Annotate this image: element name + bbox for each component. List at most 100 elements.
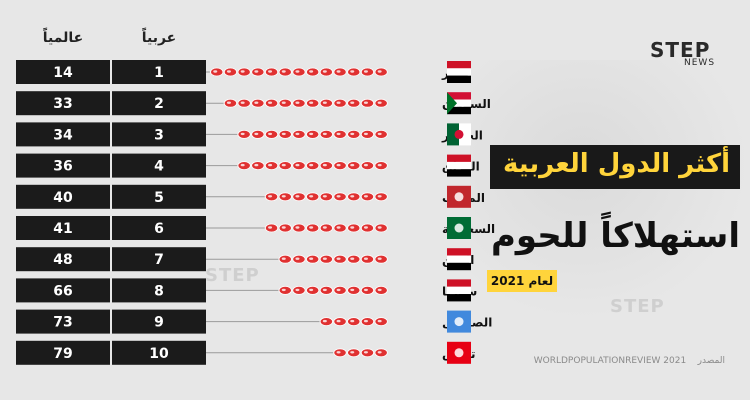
meat-fat-icon: [295, 70, 300, 73]
global-rank-box: [16, 184, 110, 209]
syria-flag-icon: [447, 279, 471, 302]
meat-fat-icon: [322, 132, 327, 136]
meat-fat-icon: [322, 319, 327, 323]
meat-fat-icon: [240, 132, 245, 136]
meat-fat-icon: [363, 132, 368, 136]
meat-fat-icon: [363, 101, 368, 104]
meat-fat-icon: [350, 226, 355, 229]
meat-fat-icon: [322, 101, 327, 104]
meat-fat-icon: [213, 70, 218, 73]
meat-fat-icon: [336, 288, 341, 292]
meat-fat-icon: [295, 257, 300, 260]
meat-fat-icon: [336, 163, 341, 167]
global-rank-box: [16, 278, 110, 303]
meat-fat-icon: [377, 351, 382, 354]
meat-fat-icon: [309, 132, 314, 136]
meat-fat-icon: [336, 70, 341, 73]
table-row: 141مصر: [16, 60, 471, 84]
global-rank-box: [16, 216, 110, 240]
arab-rank: 1: [154, 65, 164, 81]
meat-fat-icon: [377, 70, 382, 73]
chart-subtitle: استهلاكاً للحوم: [491, 216, 740, 256]
arab-rank-box: [112, 153, 206, 178]
meat-fat-icon: [309, 257, 314, 260]
global-rank: 36: [53, 159, 72, 175]
meat-fat-icon: [281, 257, 286, 260]
arab-rank: 8: [154, 283, 164, 299]
meat-fat-icon: [363, 257, 368, 260]
arab-rank-box: [112, 247, 206, 272]
arab-rank-box: [112, 60, 206, 84]
arab-rank: 6: [154, 221, 164, 237]
arab-rank: 10: [149, 346, 169, 362]
tunisia-flag-icon: [447, 341, 471, 364]
table-row: 668سوريا: [16, 278, 477, 303]
global-rank-box: [16, 247, 110, 272]
meat-fat-icon: [336, 319, 341, 323]
meat-fat-icon: [309, 195, 314, 198]
saudi-flag-icon: [447, 217, 471, 239]
arab-rank: 9: [154, 315, 164, 331]
header-global: عالمياً: [42, 30, 84, 46]
meat-fat-icon: [240, 70, 245, 73]
meat-fat-icon: [377, 319, 382, 323]
global-rank-box: [16, 122, 110, 147]
meat-fat-icon: [295, 101, 300, 104]
global-rank-box: [16, 340, 110, 365]
meat-fat-icon: [322, 288, 327, 292]
meat-fat-icon: [377, 288, 382, 292]
global-rank: 14: [53, 65, 73, 81]
meat-fat-icon: [254, 70, 259, 73]
meat-fat-icon: [350, 101, 355, 104]
meat-fat-icon: [281, 101, 286, 104]
global-rank: 48: [53, 252, 72, 268]
meat-fat-icon: [268, 195, 273, 198]
arab-rank-box: [112, 278, 206, 303]
meat-fat-icon: [350, 163, 355, 167]
arab-rank: 3: [154, 127, 164, 143]
meat-fat-icon: [295, 132, 300, 136]
meat-fat-icon: [350, 351, 355, 354]
table-row: 343الجزائر: [16, 122, 483, 147]
arab-rank-box: [112, 309, 206, 334]
meat-fat-icon: [254, 132, 259, 136]
meat-fat-icon: [240, 163, 245, 167]
meat-fat-icon: [336, 101, 341, 104]
meat-fat-icon: [295, 195, 300, 198]
meat-fat-icon: [281, 288, 286, 292]
meat-fat-icon: [268, 226, 273, 229]
meat-fat-icon: [322, 195, 327, 198]
meat-fat-icon: [240, 101, 245, 104]
table-row: 739الصومال: [16, 309, 492, 334]
meat-fat-icon: [281, 70, 286, 73]
source-line: WORLDPOPULATIONREVIEW 2021 المصدر: [510, 356, 725, 366]
table-row: 405المغرب: [16, 184, 485, 209]
meat-fat-icon: [309, 163, 314, 167]
table-row: 416السعودية: [16, 216, 495, 240]
header-arab: عربياً: [141, 30, 177, 46]
yemen-flag-icon: [447, 248, 471, 271]
meat-fat-icon: [295, 163, 300, 167]
meat-fat-icon: [350, 195, 355, 198]
meat-fat-icon: [377, 195, 382, 198]
meat-fat-icon: [268, 132, 273, 136]
meat-fat-icon: [309, 70, 314, 73]
global-rank: 73: [53, 315, 72, 331]
brand-logo: STEP NEWS: [650, 38, 740, 68]
meat-fat-icon: [363, 195, 368, 198]
meat-fat-icon: [281, 226, 286, 229]
arab-rank-box: [112, 184, 206, 209]
meat-fat-icon: [295, 288, 300, 292]
title-box: أكثر الدول العربية: [490, 145, 740, 189]
table-row: 487اليمن: [16, 247, 474, 272]
meat-fat-icon: [336, 132, 341, 136]
meat-fat-icon: [322, 257, 327, 260]
somalia-flag-icon: [447, 310, 471, 333]
arab-rank-box: [112, 340, 206, 365]
global-rank: 34: [53, 127, 73, 143]
meat-fat-icon: [377, 132, 382, 136]
watermark: STEP: [610, 296, 665, 317]
egypt-flag-icon: [447, 61, 471, 83]
meat-fat-icon: [268, 70, 273, 73]
meat-fat-icon: [309, 226, 314, 229]
